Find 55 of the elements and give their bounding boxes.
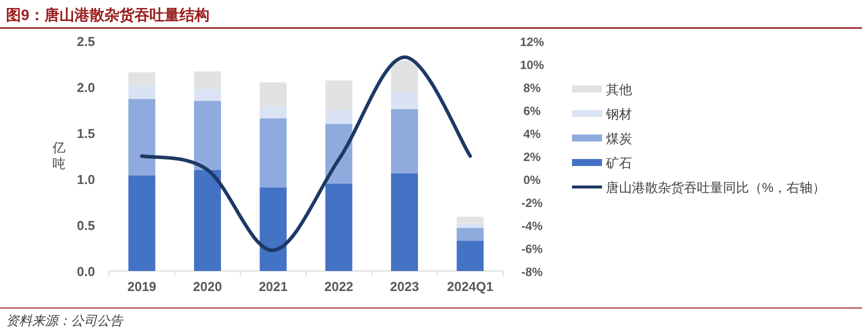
y2-tick-label: -4% xyxy=(521,219,543,233)
legend-label: 煤炭 xyxy=(606,131,632,146)
x-tick-label: 2019 xyxy=(127,279,156,294)
bar xyxy=(260,118,287,188)
y2-tick-label: -6% xyxy=(521,242,543,256)
bar xyxy=(391,92,418,110)
bar xyxy=(391,109,418,174)
x-tick-label: 2020 xyxy=(193,279,222,294)
y2-tick-label: 6% xyxy=(523,104,541,118)
bar xyxy=(456,240,484,271)
legend-label: 唐山港散杂货吞吐量同比（%，右轴） xyxy=(606,180,826,195)
y2-tick-label: 0% xyxy=(523,173,541,187)
legend-label: 钢材 xyxy=(605,106,632,122)
bar xyxy=(128,98,156,176)
y2-tick-label: 2% xyxy=(523,150,541,164)
bar xyxy=(325,184,352,271)
y2-tick-label: -2% xyxy=(521,196,543,210)
bar xyxy=(194,170,221,271)
y-tick-label: 1.5 xyxy=(76,126,95,141)
legend-label: 矿石 xyxy=(605,156,632,170)
y2-tick-label: -8% xyxy=(521,265,543,279)
x-tick-label: 2022 xyxy=(324,279,354,294)
bar xyxy=(456,223,484,228)
bar xyxy=(128,85,156,99)
y-tick-label: 0.5 xyxy=(76,218,95,233)
bar xyxy=(325,80,352,110)
bar xyxy=(194,88,221,101)
y2-tick-label: 8% xyxy=(523,81,541,95)
bar xyxy=(128,175,156,271)
bar xyxy=(128,72,156,86)
bar xyxy=(325,110,352,124)
y2-tick-label: 10% xyxy=(520,58,544,72)
bar xyxy=(194,100,221,170)
y-tick-label: 2.5 xyxy=(76,34,95,49)
bar xyxy=(391,60,418,93)
bar xyxy=(260,106,287,118)
x-tick-label: 2024Q1 xyxy=(447,279,494,294)
bar xyxy=(456,228,484,241)
y-tick-label: 2.0 xyxy=(76,80,95,95)
title: 图9：唐山港散杂货吞吐量结构 xyxy=(6,7,210,24)
line-series xyxy=(140,55,472,252)
bar xyxy=(194,71,221,89)
x-tick-label: 2023 xyxy=(390,279,419,294)
y-tick-label: 1.0 xyxy=(76,172,95,187)
bar xyxy=(456,216,484,224)
legend-label: 其他 xyxy=(606,82,632,97)
bar xyxy=(260,187,287,271)
bar xyxy=(391,173,418,271)
ylabel: 亿吨 xyxy=(52,140,66,171)
text: 资料来源：公司公告 xyxy=(6,313,124,328)
bar xyxy=(260,82,287,106)
y2-tick-label: 12% xyxy=(520,35,544,49)
y-tick-label: 0.0 xyxy=(76,264,95,279)
x-tick-label: 2021 xyxy=(258,279,288,294)
y2-tick-label: 4% xyxy=(523,127,541,141)
